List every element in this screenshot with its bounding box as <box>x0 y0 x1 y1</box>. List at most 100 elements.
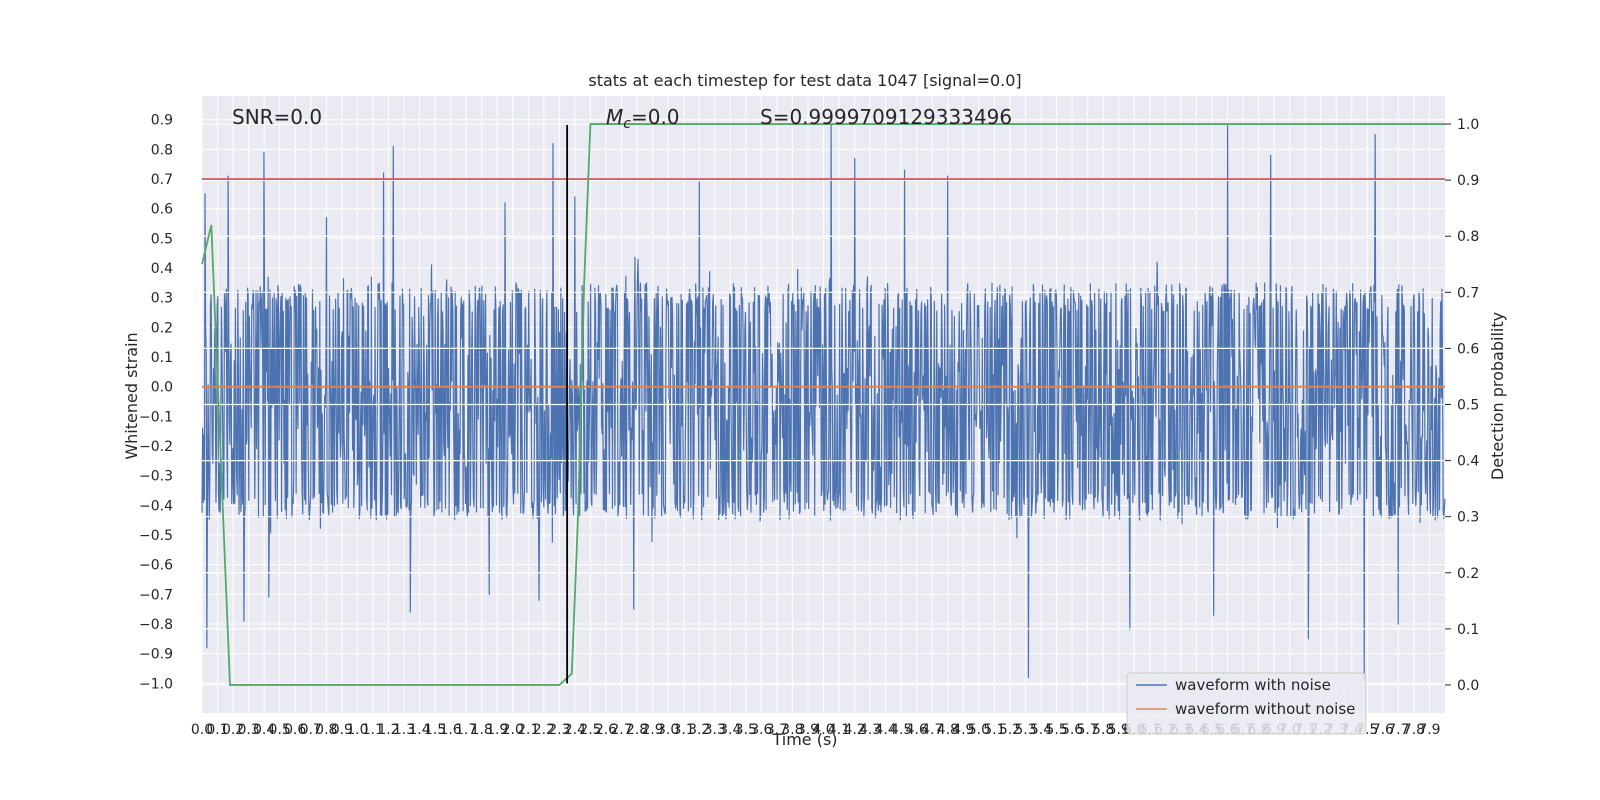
x-tick-label: 1.9 <box>486 722 508 738</box>
y2-axis-label: Detection probability <box>1488 312 1507 480</box>
y2-tick-label: 0.1 <box>1457 622 1479 638</box>
x-tick-label: 0.6 <box>284 722 306 738</box>
x-tick-label: 5.7 <box>1077 722 1099 738</box>
x-tick-label: 1.2 <box>377 722 399 738</box>
x-tick-label: 3.0 <box>657 722 679 738</box>
right-axis-grid <box>202 123 1445 686</box>
y-tick-label: 0.9 <box>151 113 173 129</box>
x-tick-label: 2.9 <box>641 722 663 738</box>
overlays <box>201 123 1445 686</box>
y2-tick-label: 0.0 <box>1457 678 1479 694</box>
x-tick-label: 4.8 <box>937 722 959 738</box>
y-tick-label: −0.4 <box>139 498 173 514</box>
y2-tick-label: 0.8 <box>1457 229 1479 245</box>
y-tick-label: −0.2 <box>139 439 173 455</box>
x-tick-label: 4.4 <box>875 722 897 738</box>
x-tick-label: 1.3 <box>393 722 415 738</box>
x-tick-label: 4.5 <box>890 722 912 738</box>
x-tick-label: 5.6 <box>1061 722 1083 738</box>
x-tick-label: 0.7 <box>300 722 322 738</box>
x-tick-label: 4.3 <box>859 722 881 738</box>
y-tick-label: 0.7 <box>151 172 173 188</box>
x-tick-label: 3.9 <box>797 722 819 738</box>
x-tick-label: 0.9 <box>331 722 353 738</box>
x-tick-label: 2.5 <box>579 722 601 738</box>
x-tick-label: 2.1 <box>517 722 539 738</box>
x-tick-label: 1.0 <box>346 722 368 738</box>
x-tick-label: 2.6 <box>595 722 617 738</box>
x-tick-label: 5.3 <box>1014 722 1036 738</box>
x-tick-label: 4.0 <box>812 722 834 738</box>
legend-box <box>1126 672 1367 735</box>
y-tick-label: −0.3 <box>139 469 173 485</box>
y-tick-label: 0.0 <box>151 380 173 396</box>
x-tick-label: 3.3 <box>704 722 726 738</box>
x-tick-label: 0.2 <box>222 722 244 738</box>
y-tick-label: −0.8 <box>139 617 173 633</box>
x-tick-label: 1.1 <box>362 722 384 738</box>
x-tick-label: 3.6 <box>750 722 772 738</box>
x-tick-label: 4.9 <box>952 722 974 738</box>
y2-tick-label: 0.7 <box>1457 285 1479 301</box>
x-axis-label: Time (s) <box>771 730 837 749</box>
y-tick-label: −0.5 <box>139 528 173 544</box>
y-tick-label: 0.6 <box>151 202 173 218</box>
x-tick-label: 1.8 <box>471 722 493 738</box>
series-waveform-with-noise <box>201 125 1446 681</box>
chirp-mass-symbol: M <box>606 105 623 129</box>
y2-tick-label: 1.0 <box>1457 117 1479 133</box>
x-tick-label: 1.5 <box>424 722 446 738</box>
snr-annotation: SNR=0.0 <box>232 105 322 129</box>
y2-tick-label: 0.9 <box>1457 173 1479 189</box>
y2-tick-label: 0.2 <box>1457 566 1479 582</box>
x-tick-label: 5.8 <box>1092 722 1114 738</box>
x-tick-label: 2.3 <box>548 722 570 738</box>
chart-title: stats at each timestep for test data 104… <box>588 71 1021 90</box>
x-tick-label: 5.5 <box>1045 722 1067 738</box>
legend: waveform with noise waveform without noi… <box>1126 672 1367 735</box>
y-tick-label: 0.5 <box>151 231 173 247</box>
x-tick-label: 3.2 <box>688 722 710 738</box>
y-tick-labels: 0.9 0.8 0.7 0.6 0.5 0.4 0.3 0.2 0.1 0.0 −0.1 −0.2 −0… <box>139 113 173 693</box>
x-tick-label: 3.5 <box>735 722 757 738</box>
y-tick-label: 0.1 <box>151 350 173 366</box>
y2-tick-label: 0.4 <box>1457 454 1479 470</box>
y-tick-label: 0.8 <box>151 142 173 158</box>
y-tick-label: 0.4 <box>151 261 173 277</box>
y2-tick-labels: 1.0 0.9 0.8 0.7 0.6 0.5 0.4 0.3 0.2 0.1 0.0 <box>1445 117 1479 694</box>
y-tick-label: −1.0 <box>139 676 173 692</box>
x-tick-label: 2.0 <box>502 722 524 738</box>
score-annotation: S=0.9999709129333496 <box>760 105 1012 129</box>
y-axis-label: Whitened strain <box>122 332 141 459</box>
x-tick-label: 0.5 <box>269 722 291 738</box>
x-tick-label: 2.8 <box>626 722 648 738</box>
chirp-mass-annotation: Mc=0.0 <box>606 105 680 132</box>
x-tick-label: 1.6 <box>439 722 461 738</box>
x-tick-label: 1.4 <box>408 722 430 738</box>
x-tick-label: 3.8 <box>781 722 803 738</box>
x-tick-label: 4.2 <box>843 722 865 738</box>
x-tick-label: 0.0 <box>191 722 213 738</box>
y-tick-label: 0.2 <box>151 320 173 336</box>
x-tick-label: 4.1 <box>828 722 850 738</box>
chirp-mass-value: =0.0 <box>631 105 680 129</box>
y-tick-label: −0.1 <box>139 409 173 425</box>
x-tick-label: 3.7 <box>766 722 788 738</box>
x-tick-label: 4.7 <box>921 722 943 738</box>
chirp-mass-subscript: c <box>623 116 631 132</box>
y2-tick-label: 0.5 <box>1457 398 1479 414</box>
x-tick-label: 5.0 <box>968 722 990 738</box>
y2-tick-label: 0.6 <box>1457 341 1479 357</box>
y-tick-label: −0.9 <box>139 647 173 663</box>
x-tick-label: 0.8 <box>315 722 337 738</box>
x-tick-label: 2.2 <box>533 722 555 738</box>
x-tick-label: 1.7 <box>455 722 477 738</box>
y-tick-label: −0.7 <box>139 587 173 603</box>
x-tick-label: 5.2 <box>999 722 1021 738</box>
x-tick-label: 3.1 <box>673 722 695 738</box>
x-tick-label: 5.4 <box>1030 722 1052 738</box>
x-tick-label: 7.9 <box>1418 722 1440 738</box>
x-tick-label: 0.3 <box>237 722 259 738</box>
detection-probability-line <box>201 123 1445 686</box>
